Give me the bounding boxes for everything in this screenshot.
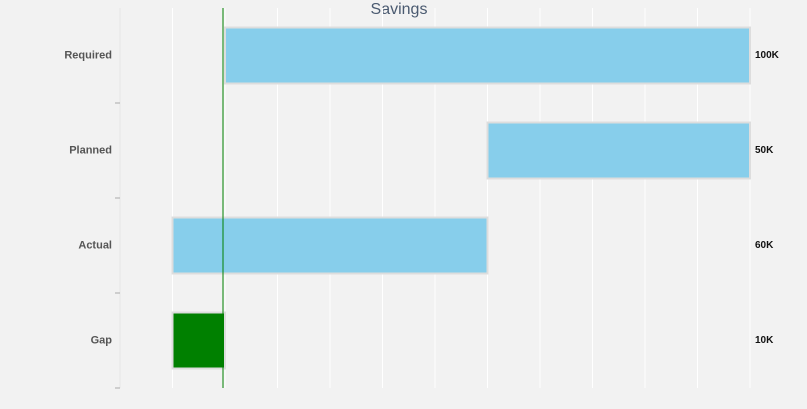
bar — [171, 216, 489, 275]
category-label: Gap — [91, 334, 113, 346]
category-label: Planned — [69, 144, 112, 156]
category-label: Required — [64, 49, 112, 61]
bar — [486, 121, 751, 180]
bar — [171, 311, 226, 370]
value-label: 50K — [755, 145, 774, 156]
value-label: 60K — [755, 240, 774, 251]
value-label: 10K — [755, 335, 774, 346]
value-label: 100K — [755, 50, 780, 61]
chart-title: Savings — [371, 1, 428, 18]
bar — [224, 26, 751, 85]
category-label: Actual — [78, 239, 112, 251]
